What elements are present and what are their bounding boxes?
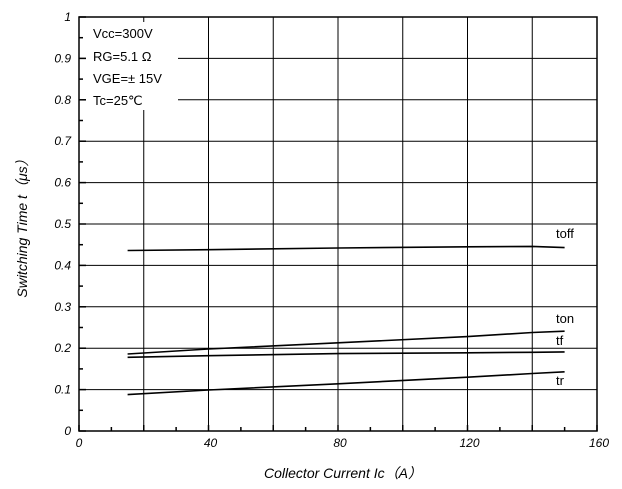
grid [79, 17, 597, 431]
x-tick-label: 80 [333, 436, 347, 450]
y-tick-label: 0.7 [54, 134, 72, 148]
y-tick-label: 1 [64, 10, 71, 24]
y-tick-labels: 0 0.1 0.2 0.3 0.4 0.5 0.6 0.7 0.8 0.9 1 [54, 10, 72, 438]
x-axis-title: Collector Current Ic（A） [264, 465, 422, 481]
y-tick-label: 0.2 [54, 341, 71, 355]
y-tick-label: 0.6 [54, 176, 71, 190]
series-line-tf [127, 351, 565, 359]
x-tick-label: 160 [589, 436, 609, 450]
y-tick-label: 0.4 [54, 258, 71, 272]
series-label-tr: tr [556, 373, 565, 388]
y-tick-label: 0 [64, 424, 71, 438]
series-label-toff: toff [556, 226, 574, 241]
x-tick-label: 0 [76, 436, 83, 450]
y-tick-label: 0.3 [54, 300, 71, 314]
series-label-tf: tf [556, 333, 564, 348]
series-label-ton: ton [556, 311, 574, 326]
y-tick-label: 0.9 [54, 51, 71, 65]
series-lines [127, 245, 565, 396]
y-tick-label: 0.5 [54, 217, 71, 231]
annotation-tc: Tc=25℃ [93, 93, 143, 108]
y-tick-label: 0.8 [54, 93, 71, 107]
y-tick-label: 0.1 [54, 383, 71, 397]
series-line-tr [127, 371, 565, 396]
annotation-vcc: Vcc=300V [93, 26, 153, 41]
conditions-box [86, 22, 178, 110]
axis-ticks [78, 16, 598, 432]
series-line-ton [127, 330, 565, 355]
series-line-toff [127, 245, 565, 252]
x-tick-label: 120 [459, 436, 479, 450]
x-tick-labels: 0 40 80 120 160 [76, 436, 610, 450]
annotation-vge: VGE=± 15V [93, 71, 162, 86]
annotation-rg: RG=5.1 Ω [93, 49, 152, 64]
y-axis-title: Switching Time t（μs） [14, 152, 30, 297]
x-tick-label: 40 [204, 436, 218, 450]
